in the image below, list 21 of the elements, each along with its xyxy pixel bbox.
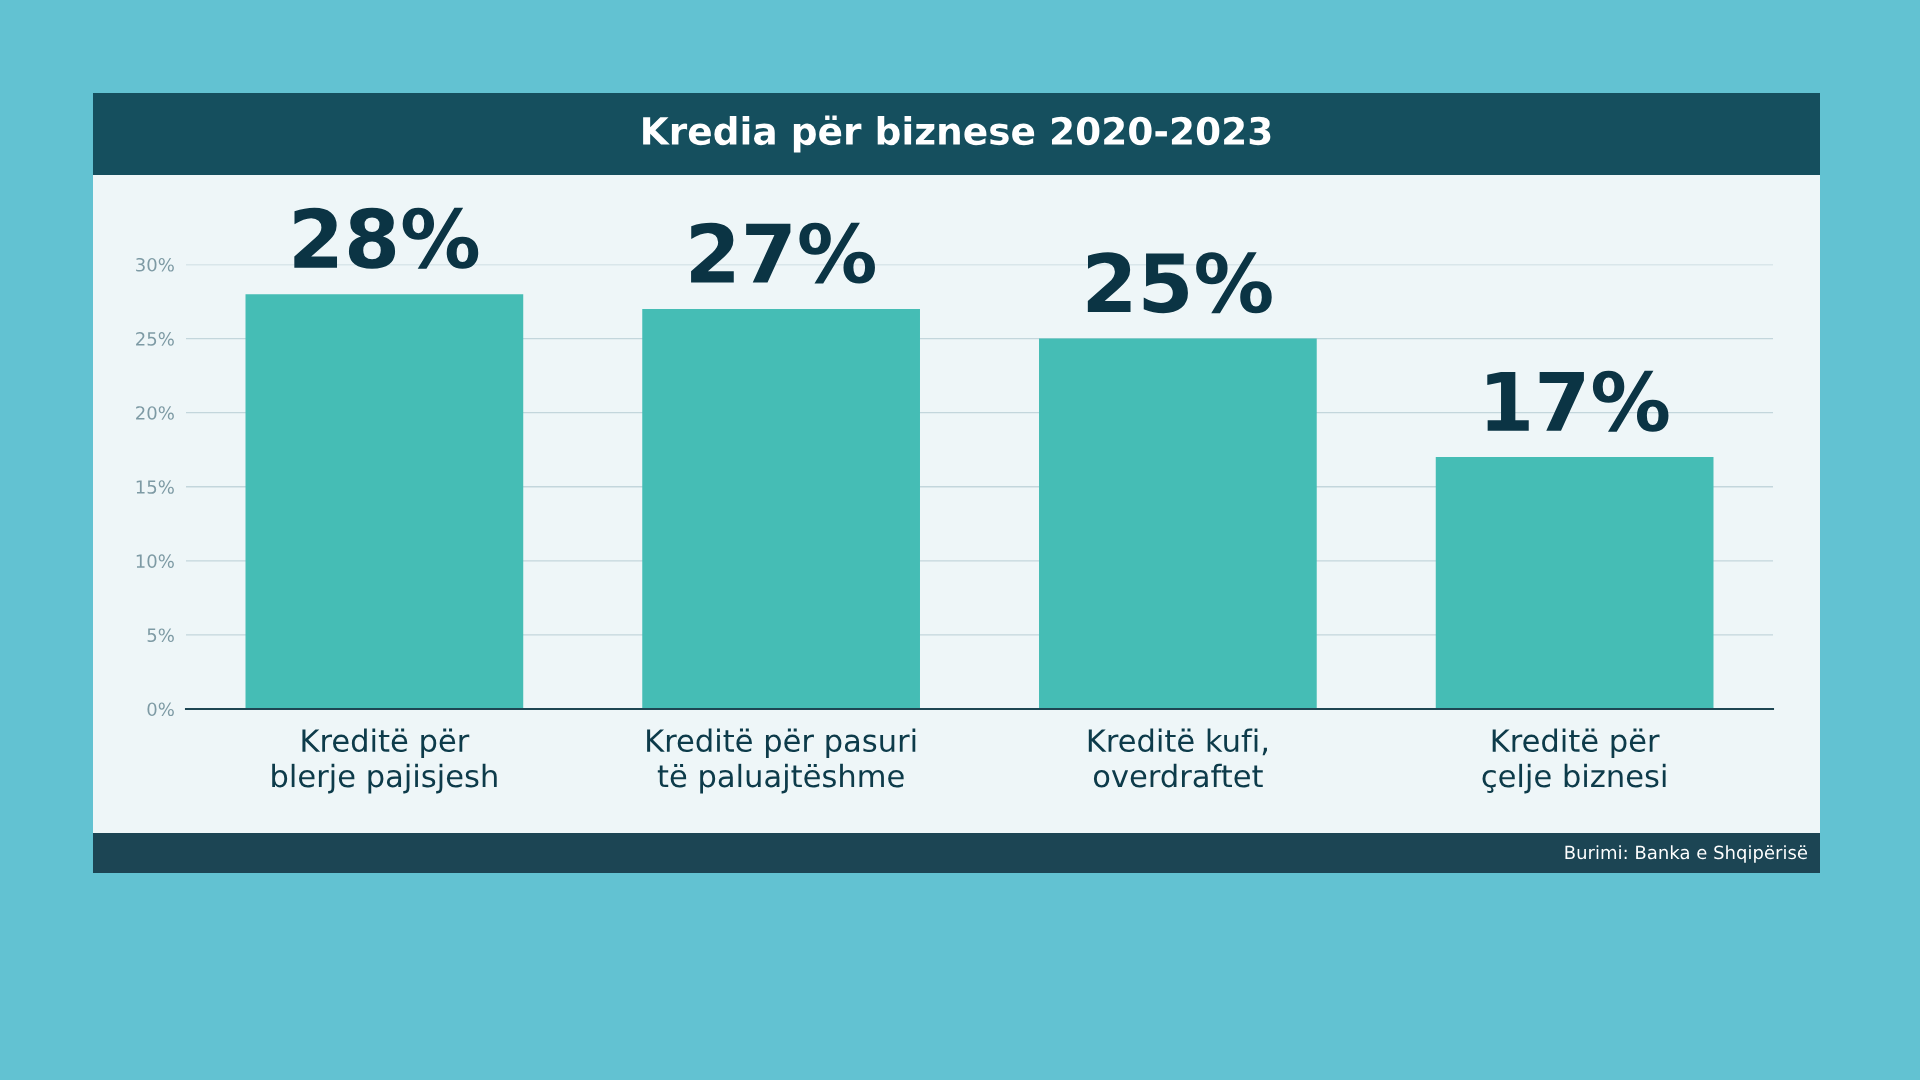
x-tick-label: Kreditë për blerje pajisjesh [272, 728, 497, 794]
x-tick-label: Kreditë kufi, overdraftet [1088, 728, 1267, 788]
bar [642, 308, 920, 709]
y-tick-label: 30% [136, 257, 174, 272]
y-tick-label: 20% [136, 406, 174, 420]
y-tick-label: 15% [136, 480, 174, 494]
y-tick-label: 5% [147, 628, 174, 643]
data-label: 28% [294, 207, 479, 269]
chart-title: Kredia për biznese 2020-2023 [643, 115, 1271, 153]
bar [1435, 457, 1714, 709]
x-tick-label: Kreditë për pasuri të paluajtëshme [647, 728, 916, 794]
data-label: 25% [1087, 252, 1272, 314]
text: Burimi: Banka e Shqipërisë [1565, 845, 1808, 863]
y-tick-label: 10% [136, 554, 174, 568]
bar [1039, 338, 1317, 709]
data-label: 17% [1487, 370, 1669, 432]
x-tick-label: Kreditë për çelje biznesi [1482, 728, 1666, 794]
data-label: 27% [691, 222, 875, 284]
y-tick-label: 25% [136, 332, 174, 346]
bar [245, 294, 524, 709]
y-tick-label: 0% [147, 702, 174, 717]
